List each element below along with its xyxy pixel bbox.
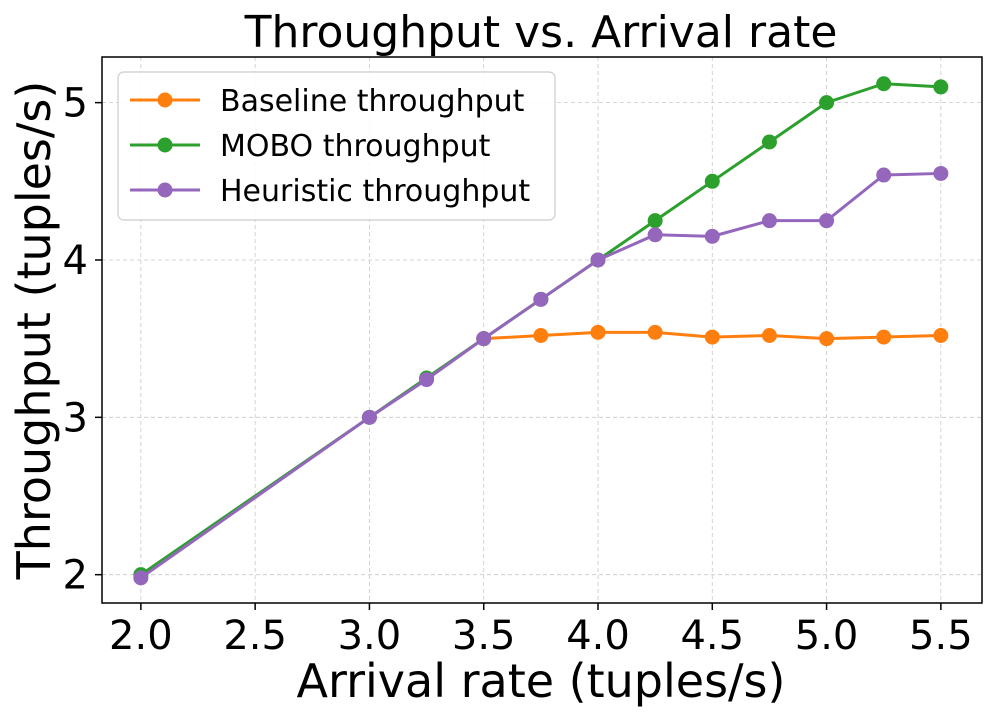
- baseline-data-point: [704, 329, 720, 345]
- y-tick-label: 5: [63, 81, 88, 127]
- legend-frame: [117, 71, 556, 221]
- heuristic-data-point: [590, 252, 606, 268]
- baseline-data-point: [590, 324, 606, 340]
- x-tick-label: 2.5: [223, 613, 287, 659]
- baseline-data-point: [647, 324, 663, 340]
- baseline-data-point: [819, 331, 835, 347]
- mobo-legend-label: MOBO throughput: [220, 129, 491, 164]
- series-layer: [133, 76, 949, 586]
- x-axis-title: Arrival rate (tuples/s): [297, 654, 786, 708]
- mobo-data-point: [704, 173, 720, 189]
- x-tick-label: 3.0: [338, 613, 402, 659]
- heuristic-data-point: [361, 409, 377, 425]
- x-tick-label: 4.5: [680, 613, 744, 659]
- baseline-data-point: [933, 328, 949, 344]
- chart-title: Throughput vs. Arrival rate: [244, 7, 838, 58]
- plot-frame: [101, 56, 983, 604]
- baseline-data-point: [876, 329, 892, 345]
- heuristic-legend-label: Heuristic throughput: [220, 174, 530, 209]
- baseline-data-point: [533, 328, 549, 344]
- mobo-data-point: [761, 134, 777, 150]
- heuristic-data-point: [704, 228, 720, 244]
- mobo-data-point: [647, 213, 663, 229]
- heuristic-data-point: [476, 331, 492, 347]
- heuristic-series-line: [139, 171, 943, 580]
- x-tick-label: 5.5: [909, 613, 973, 659]
- heuristic-data-point: [876, 167, 892, 183]
- y-axis-ticks: 2 3 4 5: [63, 81, 102, 599]
- legend: Baseline throughput MOBO throughput Heuris…: [117, 71, 556, 221]
- mobo-data-point: [819, 95, 835, 111]
- heuristic-data-point: [933, 165, 949, 181]
- x-tick-label: 3.5: [452, 613, 516, 659]
- heuristic-data-point: [133, 570, 149, 586]
- x-tick-label: 5.0: [795, 613, 859, 659]
- y-tick-label: 4: [63, 238, 88, 284]
- baseline-legend-marker: [157, 92, 173, 108]
- heuristic-data-point: [761, 213, 777, 229]
- heuristic-legend-marker: [157, 182, 173, 198]
- y-axis-title: Throughput (tuples/s): [7, 81, 61, 581]
- y-tick-label: 3: [63, 395, 88, 441]
- legend-entries: Baseline throughput MOBO throughput Heuris…: [130, 84, 530, 209]
- mobo-data-point: [933, 79, 949, 95]
- mobo-legend-marker: [157, 137, 173, 153]
- heuristic-data-point: [647, 227, 663, 243]
- heuristic-data-point: [533, 291, 549, 307]
- x-axis-ticks: 2.0 2.5 3.0 3.5 4.0 4.5 5.0 5.5: [109, 603, 973, 659]
- heuristic-data-point: [419, 372, 435, 388]
- x-tick-label: 2.0: [109, 613, 173, 659]
- baseline-data-point: [761, 328, 777, 344]
- y-tick-label: 2: [63, 553, 88, 599]
- baseline-legend-label: Baseline throughput: [220, 84, 525, 119]
- x-tick-label: 4.0: [566, 613, 630, 659]
- heuristic-data-point: [819, 213, 835, 229]
- mobo-data-point: [876, 76, 892, 92]
